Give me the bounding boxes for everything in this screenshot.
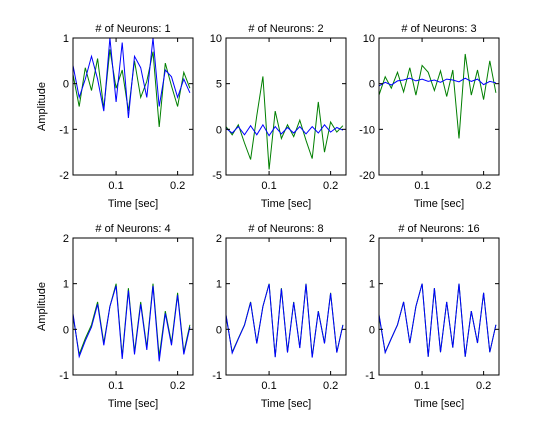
x-tick-label: 0.2	[476, 180, 491, 192]
subplot-title: # of Neurons: 8	[248, 223, 323, 235]
y-tick-label: 0	[369, 79, 375, 91]
x-tick-label: 0.1	[108, 180, 123, 192]
subplot-5: 0.1 0.2 -1 0 1 2 # of Neurons: 8 Time [sec]	[212, 223, 347, 410]
subplot-title: # of Neurons: 2	[248, 23, 323, 35]
x-axis-label: Time [sec]	[414, 398, 464, 410]
y-axis-label: Amplitude	[36, 82, 48, 131]
series-line-2	[379, 77, 497, 87]
x-tick-label: 0.1	[108, 380, 123, 392]
x-tick-label: 0.1	[414, 180, 429, 192]
axes-frame	[72, 37, 194, 176]
y-tick-label: 2	[369, 233, 375, 245]
y-tick-label: 0	[216, 324, 222, 336]
x-axis-label: Time [sec]	[261, 398, 311, 410]
y-tick-label: 5	[216, 79, 222, 91]
subplot-title: # of Neurons: 1	[95, 23, 170, 35]
y-tick-label: 0	[63, 324, 69, 336]
x-tick-label: 0.1	[261, 180, 276, 192]
x-axis-label: Time [sec]	[414, 198, 464, 210]
y-tick-label: 2	[63, 233, 69, 245]
x-tick-label: 0.2	[170, 380, 185, 392]
x-tick-label: 0.2	[323, 380, 338, 392]
subplot-2: 0.1 0.2 -5 0 5 10 # of Neurons: 2 Time [sec]	[210, 23, 347, 210]
x-axis-label: Time [sec]	[108, 198, 158, 210]
x-tick-label: 0.2	[476, 380, 491, 392]
y-tick-label: -5	[212, 170, 222, 182]
axes-frame	[72, 237, 194, 376]
y-tick-label: -2	[59, 170, 69, 182]
y-tick-label: 1	[369, 279, 375, 291]
x-tick-label: 0.1	[414, 380, 429, 392]
y-axis-label: Amplitude	[36, 282, 48, 331]
series-line-1	[379, 53, 497, 139]
y-tick-label: -20	[359, 170, 375, 182]
x-axis-label: Time [sec]	[261, 198, 311, 210]
y-tick-label: 10	[363, 33, 375, 45]
y-tick-label: -1	[59, 124, 69, 136]
y-tick-label: 0	[63, 79, 69, 91]
x-axis-label: Time [sec]	[108, 398, 158, 410]
subplot-4: 0.1 0.2 -1 0 1 2 # of Neurons: 4 Time [sec] Ampl…	[36, 223, 194, 410]
subplot-3: 0.1 0.2 -20 -10 0 10 # of Neurons: 3 Time [sec]	[359, 23, 500, 210]
subplot-6: 0.1 0.2 -1 0 1 2 # of Neurons: 16 Time [sec]	[365, 223, 500, 410]
axes-frame	[378, 37, 500, 176]
subplot-title: # of Neurons: 4	[95, 223, 170, 235]
axes-frame	[225, 237, 347, 376]
series-line-2	[226, 283, 344, 358]
series-line-2	[226, 123, 344, 137]
series-line-2	[73, 285, 191, 362]
series-line-2	[73, 38, 191, 118]
y-tick-label: 0	[369, 324, 375, 336]
subplot-title: # of Neurons: 16	[398, 223, 479, 235]
y-tick-label: 0	[216, 124, 222, 136]
x-tick-label: 0.1	[261, 380, 276, 392]
series-line-2	[379, 283, 497, 357]
y-tick-label: 1	[63, 33, 69, 45]
axes-frame	[225, 37, 347, 176]
y-tick-label: -1	[59, 370, 69, 382]
y-tick-label: -1	[365, 370, 375, 382]
x-tick-label: 0.2	[323, 180, 338, 192]
series-line-1	[226, 76, 344, 170]
y-tick-label: -1	[212, 370, 222, 382]
y-tick-label: 2	[216, 233, 222, 245]
y-tick-label: -10	[359, 124, 375, 136]
y-tick-label: 1	[63, 279, 69, 291]
y-tick-label: 1	[216, 279, 222, 291]
x-tick-label: 0.2	[170, 180, 185, 192]
subplot-title: # of Neurons: 3	[401, 23, 476, 35]
subplot-1: 0.1 0.2 -2 -1 0 1 # of Neurons: 1 Time [sec] Amp…	[36, 23, 194, 210]
axes-frame	[378, 237, 500, 376]
y-tick-label: 10	[210, 33, 222, 45]
